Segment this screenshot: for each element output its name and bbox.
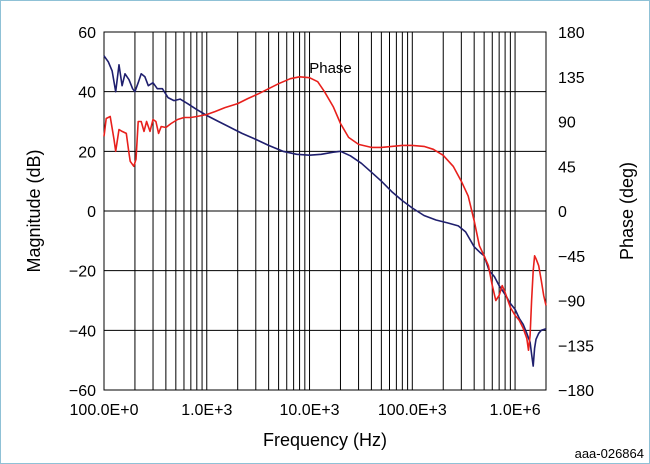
y-tick-label: −60 <box>69 383 96 400</box>
y2-tick-label: −90 <box>558 294 585 311</box>
phase-series-line <box>103 76 547 351</box>
y2-tick-label: 135 <box>558 70 585 87</box>
y2-tick-label: 45 <box>558 159 576 176</box>
y2-axis-label: Phase (deg) <box>617 162 637 260</box>
y2-tick-label: −180 <box>558 383 594 400</box>
y-tick-label: 40 <box>78 85 96 102</box>
y2-tick-label: 90 <box>558 115 576 132</box>
x-tick-label: 100.0E+3 <box>378 402 447 419</box>
y-tick-label: 0 <box>87 204 96 221</box>
y-tick-label: −20 <box>69 264 96 281</box>
x-tick-label: 10.0E+3 <box>280 402 340 419</box>
y2-tick-label: −45 <box>558 249 585 266</box>
tick-labels: 100.0E+0 1.0E+3 10.0E+3 100.0E+3 1.0E+6 60 40 2… <box>69 25 594 419</box>
y-tick-label: 20 <box>78 144 96 161</box>
series-layer <box>103 55 547 367</box>
y-axis-label: Magnitude (dB) <box>24 149 44 272</box>
magnitude-series-line <box>103 55 547 367</box>
x-tick-label: 1.0E+3 <box>181 402 232 419</box>
figure-id: aaa-026864 <box>575 446 644 461</box>
y2-tick-label: 180 <box>558 25 585 42</box>
y-tick-label: −40 <box>69 323 96 340</box>
phase-annotation: Phase <box>309 60 352 77</box>
y-tick-label: 60 <box>78 25 96 42</box>
y2-tick-label: 0 <box>558 204 567 221</box>
x-tick-label: 1.0E+6 <box>489 402 540 419</box>
x-axis-label: Frequency (Hz) <box>263 430 387 450</box>
x-tick-label: 100.0E+0 <box>70 402 139 419</box>
y2-tick-label: −135 <box>558 338 594 355</box>
